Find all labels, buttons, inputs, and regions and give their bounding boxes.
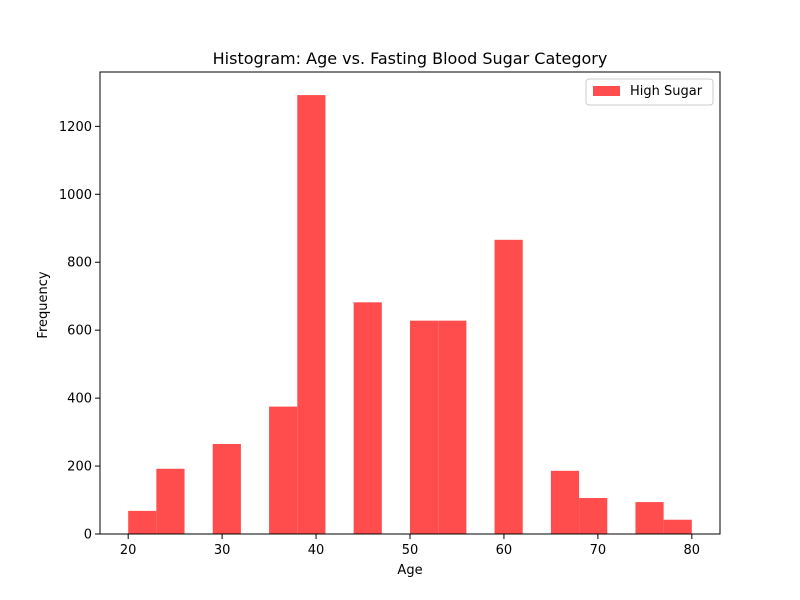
x-axis-label: Age <box>397 563 422 578</box>
histogram-bar <box>579 497 608 534</box>
bars-group <box>128 95 692 535</box>
x-tick-label: 30 <box>214 543 231 558</box>
x-axis-ticks: 20 30 40 50 60 70 80 <box>120 534 700 558</box>
y-tick-label: 1000 <box>59 188 92 203</box>
y-tick-label: 200 <box>67 460 92 475</box>
histogram-bar <box>353 302 382 534</box>
y-tick-label: 0 <box>84 528 92 543</box>
histogram-bar <box>212 443 241 534</box>
y-tick-label: 400 <box>67 392 92 407</box>
y-tick-label: 600 <box>67 324 92 339</box>
chart-title: Histogram: Age vs. Fasting Blood Sugar C… <box>213 49 608 68</box>
legend-label: High Sugar <box>630 84 703 99</box>
legend-box <box>585 78 714 106</box>
y-axis-label: Frequency <box>36 271 51 338</box>
x-tick-label: 40 <box>308 543 325 558</box>
x-tick-label: 70 <box>590 543 607 558</box>
y-axis-ticks: 0 200 400 600 800 1000 1200 <box>59 120 100 543</box>
x-tick-label: 20 <box>120 543 137 558</box>
histogram-bar <box>635 502 664 534</box>
histogram-bar <box>269 406 298 534</box>
y-tick-label: 1200 <box>59 120 92 135</box>
histogram-bar <box>410 320 439 534</box>
x-tick-label: 60 <box>496 543 513 558</box>
x-tick-label: 50 <box>402 543 419 558</box>
legend: High Sugar <box>585 78 714 106</box>
histogram-bar <box>550 470 580 534</box>
histogram-bar <box>156 468 185 534</box>
histogram-bar <box>494 239 523 535</box>
legend-swatch <box>593 86 620 96</box>
x-tick-label: 80 <box>684 543 701 558</box>
histogram-bar <box>128 510 157 534</box>
histogram-bar <box>663 519 692 534</box>
y-tick-label: 800 <box>67 256 92 271</box>
histogram-bar <box>297 95 326 534</box>
histogram-bar <box>438 320 467 534</box>
